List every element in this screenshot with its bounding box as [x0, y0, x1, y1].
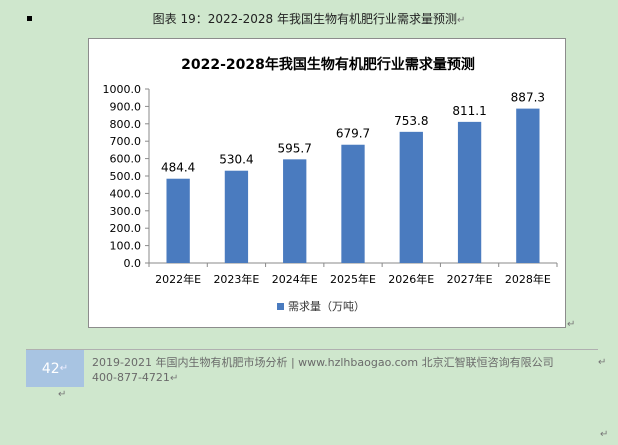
legend: 需求量（万吨） — [277, 300, 365, 313]
y-tick-label: 100.0 — [110, 240, 142, 253]
bar-value-label: 530.4 — [219, 153, 253, 167]
paragraph-mark: ↵ — [456, 15, 466, 26]
y-tick-label: 700.0 — [110, 135, 142, 148]
bar — [341, 144, 365, 263]
chart-title: 2022-2028年我国生物有机肥行业需求量预测 — [181, 56, 475, 73]
bar — [166, 178, 190, 263]
legend-label: 需求量（万吨） — [288, 300, 365, 313]
caption-text: 图表 19：2022-2028 年我国生物有机肥行业需求量预测 — [152, 12, 457, 26]
legend-swatch — [277, 303, 284, 310]
figure-caption: 图表 19：2022-2028 年我国生物有机肥行业需求量预测↵ — [0, 10, 618, 27]
x-tick-label: 2027年E — [447, 272, 493, 286]
bar-value-label: 811.1 — [452, 104, 486, 118]
paragraph-mark: ↵ — [598, 357, 607, 368]
paragraph-mark: ↵ — [567, 319, 576, 330]
bar-value-label: 679.7 — [336, 127, 370, 141]
chart-frame: 2022-2028年我国生物有机肥行业需求量预测 0.0 100.0 200.0 30… — [88, 38, 566, 328]
bar — [283, 159, 307, 263]
footer-divider — [26, 349, 598, 350]
bar-value-label: 595.7 — [278, 141, 312, 155]
y-axis-ticks: 0.0 100.0 200.0 300.0 400.0 500.0 600.0 700.0 80… — [103, 83, 149, 270]
bar-value-label: 887.3 — [511, 91, 545, 105]
x-tick-label: 2025年E — [330, 272, 376, 286]
y-tick-label: 500.0 — [110, 170, 142, 183]
bar — [224, 170, 249, 263]
x-tick-label: 2023年E — [213, 272, 259, 286]
bar-chart: 2022-2028年我国生物有机肥行业需求量预测 0.0 100.0 200.0 30… — [103, 56, 558, 313]
paragraph-mark: ↵ — [600, 429, 609, 440]
x-tick-label: 2028年E — [505, 272, 551, 286]
paragraph-mark: ↵ — [58, 389, 67, 400]
y-tick-label: 300.0 — [110, 205, 142, 218]
footer-line-1: 2019-2021 年国内生物有机肥市场分析 | www.hzlhbaogao.… — [92, 356, 554, 369]
footer-text: 2019-2021 年国内生物有机肥市场分析 | www.hzlhbaogao.… — [92, 355, 597, 386]
footer-phone: 400-877-4721 — [92, 371, 170, 384]
y-tick-label: 800.0 — [110, 118, 142, 131]
bar-value-label: 484.4 — [161, 161, 195, 175]
bar-series: 484.4 530.4 595.7 679.7 753.8 811.1 887.3 — [161, 91, 545, 264]
y-tick-label: 0.0 — [124, 257, 142, 270]
page-number: 42 — [41, 360, 60, 377]
x-tick-label: 2022年E — [155, 272, 201, 286]
list-bullet — [27, 16, 32, 21]
y-tick-label: 400.0 — [110, 187, 142, 200]
bar — [399, 131, 423, 263]
bar — [516, 108, 540, 263]
bar — [457, 121, 482, 264]
y-tick-label: 1000.0 — [103, 83, 142, 96]
footer-line-2: 400-877-4721↵ — [92, 370, 597, 386]
y-tick-label: 200.0 — [110, 222, 142, 235]
x-axis-ticks: 2022年E 2023年E 2024年E 2025年E 2026年E 2027年E 2028… — [148, 263, 558, 286]
y-tick-label: 600.0 — [110, 153, 142, 166]
paragraph-mark: ↵ — [169, 373, 179, 384]
bar-value-label: 753.8 — [394, 114, 428, 128]
x-tick-label: 2026年E — [388, 272, 434, 286]
paragraph-mark: ↵ — [59, 363, 69, 374]
y-tick-label: 900.0 — [110, 100, 142, 113]
page-number-box: 42 ↵ — [26, 350, 84, 387]
x-tick-label: 2024年E — [272, 272, 318, 286]
